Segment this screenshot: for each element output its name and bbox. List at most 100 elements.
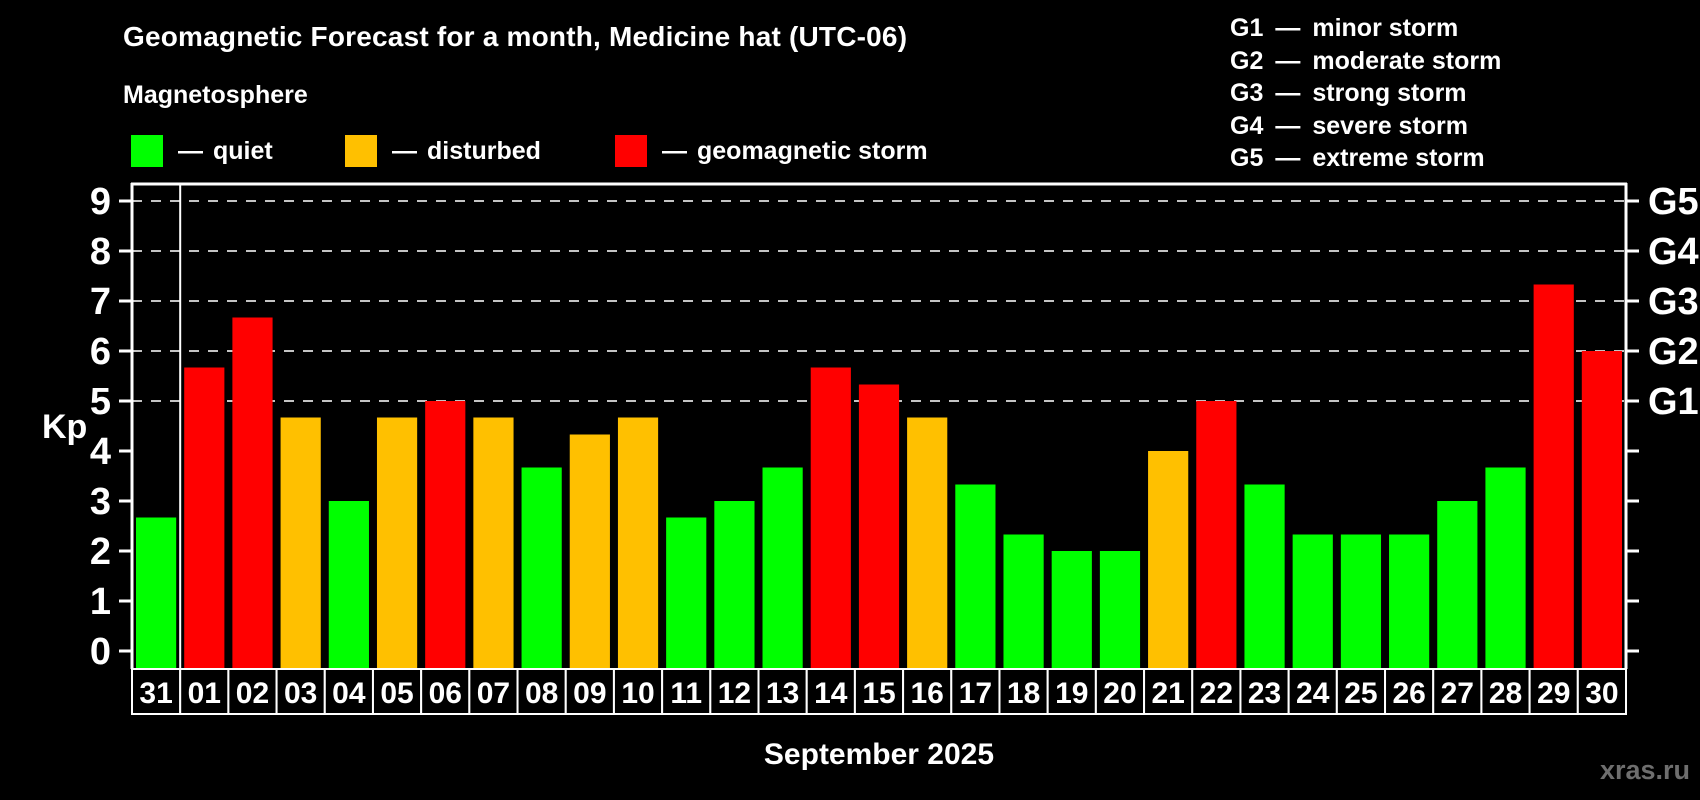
right-axis-label-G4: G4: [1648, 231, 1699, 273]
day-label-10: 10: [621, 677, 654, 710]
day-label-04: 04: [332, 677, 366, 710]
y-tick-label-7: 7: [90, 281, 111, 323]
bar-day-02: [232, 317, 273, 669]
day-cell-08: [516, 668, 567, 715]
y-tick-label-2: 2: [90, 531, 111, 573]
day-cell-24: [1287, 668, 1338, 715]
day-label-02: 02: [236, 677, 269, 710]
day-label-31: 31: [139, 677, 172, 710]
bar-day-26: [1389, 534, 1430, 669]
legend-dash: —: [178, 136, 203, 165]
day-label-19: 19: [1055, 677, 1088, 710]
legend-item-storm: — geomagnetic storm: [615, 135, 928, 167]
bar-day-18: [1003, 534, 1044, 669]
bar-day-13: [762, 467, 803, 669]
day-label-17: 17: [959, 677, 992, 710]
g2-code: G2: [1230, 46, 1264, 75]
day-cell-30: [1576, 668, 1627, 715]
day-cell-05: [371, 668, 423, 715]
bar-day-14: [810, 367, 851, 669]
bar-day-12: [714, 501, 755, 669]
bar-day-09: [569, 434, 610, 669]
g1-code: G1: [1230, 14, 1264, 42]
day-cell-20: [1094, 668, 1146, 715]
g-legend-dash: —: [1275, 46, 1301, 75]
day-label-05: 05: [380, 677, 413, 710]
day-label-28: 28: [1489, 677, 1522, 710]
disturbed-color-swatch: [345, 135, 377, 167]
day-cell-25: [1335, 668, 1387, 715]
day-cell-29: [1528, 668, 1579, 715]
g-legend-dash: —: [1275, 111, 1301, 140]
y-tick-label-1: 1: [90, 581, 111, 623]
storm-color-swatch: [615, 135, 647, 167]
y-tick-label-9: 9: [90, 181, 111, 223]
legend-dash: —: [662, 136, 687, 165]
quiet-color-swatch: [131, 135, 163, 167]
day-cell-17: [950, 668, 1001, 715]
g-scale-row-g4: G4 — severe storm: [1230, 110, 1501, 143]
bar-day-23: [1244, 484, 1285, 669]
bar-day-31: [136, 517, 177, 669]
day-cell-03: [275, 668, 326, 715]
g-scale-row-g5: G5 — extreme storm: [1230, 142, 1501, 175]
bar-day-11: [666, 517, 707, 669]
g-scale-row-g1: G1 — minor storm: [1230, 12, 1501, 45]
g1-desc: minor storm: [1312, 14, 1459, 42]
right-axis-label-G3: G3: [1648, 281, 1699, 323]
day-label-25: 25: [1344, 677, 1377, 710]
g5-code: G5: [1230, 144, 1264, 172]
g-legend-dash: —: [1275, 14, 1301, 42]
day-label-30: 30: [1585, 677, 1618, 710]
g5-desc: extreme storm: [1312, 144, 1485, 172]
chart-subtitle: Magnetosphere: [123, 81, 308, 109]
day-cell-10: [612, 668, 664, 715]
g-scale-row-g2: G2 — moderate storm: [1230, 45, 1501, 78]
day-label-09: 09: [573, 677, 606, 710]
y-tick-label-0: 0: [90, 631, 111, 673]
bar-day-27: [1437, 501, 1478, 669]
legend-dash: —: [392, 136, 417, 165]
bar-day-06: [425, 401, 466, 669]
day-label-27: 27: [1441, 677, 1474, 710]
y-tick-label-5: 5: [90, 381, 111, 423]
g3-desc: strong storm: [1312, 79, 1467, 107]
day-label-21: 21: [1151, 677, 1184, 710]
day-label-07: 07: [477, 677, 510, 710]
day-cell-28: [1480, 668, 1531, 715]
legend-label-storm: geomagnetic storm: [697, 136, 928, 165]
day-cell-01: [179, 668, 230, 715]
right-axis-label-G1: G1: [1648, 381, 1699, 423]
g-scale-legend: G1 — minor storm G2 — moderate storm G3 — stro…: [1230, 12, 1501, 175]
bar-day-22: [1196, 401, 1237, 669]
day-label-14: 14: [814, 677, 848, 710]
g-scale-row-g3: G3 — strong storm: [1230, 77, 1501, 110]
y-tick-label-3: 3: [90, 481, 111, 523]
legend-item-disturbed: — disturbed: [345, 135, 541, 167]
bar-day-19: [1051, 551, 1092, 669]
day-cell-06: [420, 668, 471, 715]
bar-day-07: [473, 417, 514, 669]
g3-code: G3: [1230, 79, 1264, 107]
bar-day-29: [1533, 284, 1574, 669]
bar-day-25: [1340, 534, 1382, 669]
bar-day-20: [1099, 551, 1141, 669]
day-label-16: 16: [911, 677, 944, 710]
day-cell-02: [227, 668, 278, 715]
day-cell-13: [757, 668, 808, 715]
bar-day-15: [858, 384, 900, 669]
bar-day-05: [376, 417, 418, 669]
bar-day-28: [1485, 467, 1526, 669]
y-tick-label-4: 4: [90, 431, 111, 473]
chart-title: Geomagnetic Forecast for a month, Medici…: [123, 21, 908, 52]
legend-label-quiet: quiet: [213, 136, 273, 165]
g-legend-dash: —: [1275, 144, 1301, 172]
day-label-26: 26: [1392, 677, 1425, 710]
g4-code: G4: [1230, 111, 1264, 140]
bar-day-01: [184, 367, 225, 669]
watermark: xras.ru: [1599, 755, 1690, 785]
y-axis-label: Kp: [42, 408, 88, 446]
day-label-18: 18: [1007, 677, 1040, 710]
